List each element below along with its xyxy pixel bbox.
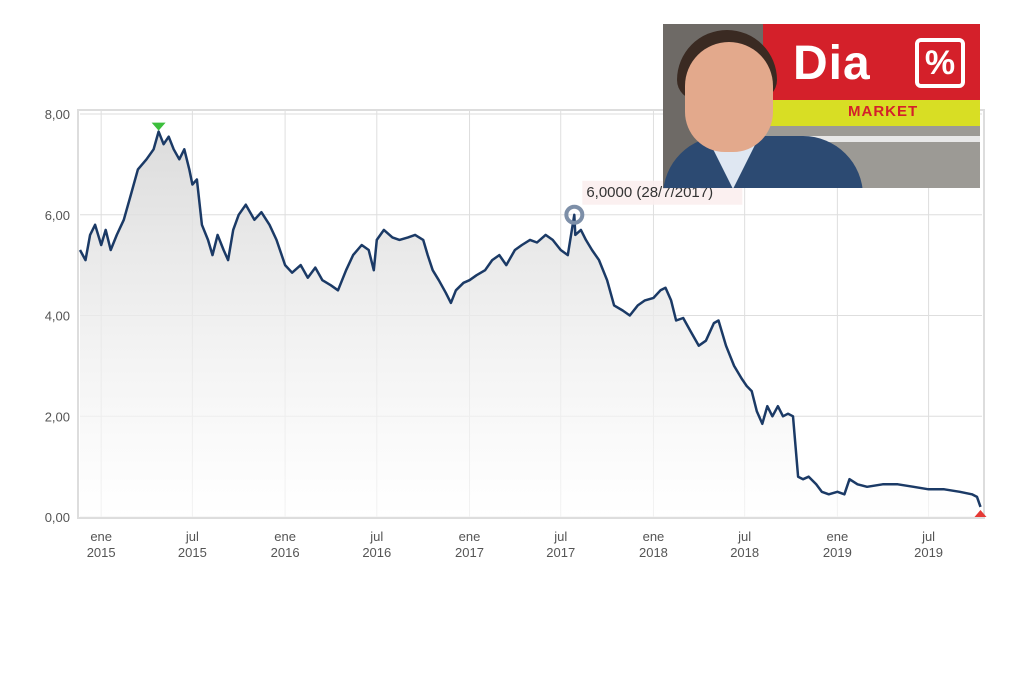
market-band: [763, 100, 980, 126]
x-tick-year: 2016: [271, 545, 300, 560]
x-tick-year: 2018: [639, 545, 668, 560]
x-tick-year: 2017: [455, 545, 484, 560]
x-tick-month: ene: [274, 529, 296, 544]
x-tick-month: jul: [737, 529, 751, 544]
store-logo-text: Dia: [793, 37, 871, 90]
x-tick-month: jul: [553, 529, 567, 544]
x-tick-year: 2019: [823, 545, 852, 560]
x-tick-year: 2017: [546, 545, 575, 560]
y-tick-label: 2,00: [45, 409, 70, 424]
store-shelf: [803, 136, 980, 142]
x-tick-month: jul: [185, 529, 199, 544]
x-tick-year: 2016: [362, 545, 391, 560]
price-line: [78, 130, 982, 508]
x-tick-month: jul: [369, 529, 383, 544]
x-tick-year: 2019: [914, 545, 943, 560]
market-sign-text: MARKET: [848, 103, 919, 120]
person-suit: [663, 136, 863, 188]
tooltip-label: 6,0000 (28/7/2017): [586, 184, 713, 201]
highlight-marker: [564, 204, 585, 225]
news-photo: Dia % MARKET: [663, 24, 980, 188]
person-face: [685, 42, 773, 152]
x-tick-year: 2015: [87, 545, 116, 560]
area-fill: [80, 131, 981, 517]
x-tick-year: 2015: [178, 545, 207, 560]
store-logo-percent-icon: %: [915, 38, 965, 88]
max-marker: [151, 122, 166, 131]
x-tick-month: ene: [643, 529, 665, 544]
y-tick-label: 4,00: [45, 309, 70, 324]
x-tick-month: jul: [921, 529, 935, 544]
y-tick-label: 0,00: [45, 510, 70, 525]
y-tick-label: 6,00: [45, 208, 70, 223]
x-tick-month: ene: [827, 529, 849, 544]
x-tick-month: ene: [459, 529, 481, 544]
x-tick-month: ene: [90, 529, 112, 544]
min-marker: [974, 510, 987, 517]
y-tick-label: 8,00: [45, 107, 70, 122]
x-tick-year: 2018: [730, 545, 759, 560]
